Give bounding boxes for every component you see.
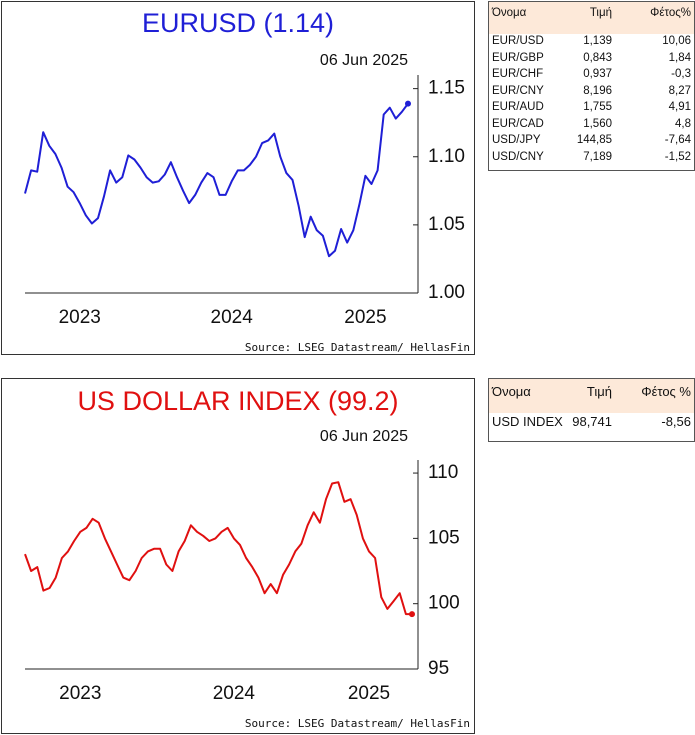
x-tick-label: 2024 xyxy=(211,307,254,328)
table-row: USD INDEX 98,741 -8,56 xyxy=(489,413,694,437)
chart-title: EURUSD (1.14) xyxy=(142,8,334,38)
table-cell: -0,3 xyxy=(671,68,691,80)
y-tick-label: 1.00 xyxy=(428,282,465,303)
table-cell: EUR/AUD xyxy=(492,101,544,113)
date-label: 06 Jun 2025 xyxy=(320,428,408,445)
table-cell: 8,196 xyxy=(583,84,612,97)
table-cell: -7,64 xyxy=(664,134,691,146)
header-cell: Φέτος% xyxy=(650,7,691,19)
table-cell: EUR/CNY xyxy=(492,84,544,97)
header-cell: Όνομα xyxy=(492,384,531,399)
x-tick-label: 2023 xyxy=(59,307,101,328)
data-table: Όνομα Τιμή Φέτος % USD INDEX 98,741 -8,56 xyxy=(488,378,695,442)
header-cell: Τιμή xyxy=(589,7,612,19)
x-tick-label: 2025 xyxy=(344,307,386,328)
table-cell: 1,84 xyxy=(668,51,691,64)
source-note: Source: LSEG Datastream/ HellasFin xyxy=(245,717,470,730)
table-cell: 0,843 xyxy=(583,51,612,64)
y-tick-label: 95 xyxy=(428,658,449,679)
data-table: Όνομα Τιμή Φέτος% EUR/USD 1,139 10,06 EUR/GBP 0… xyxy=(488,1,695,171)
line xyxy=(24,481,412,616)
table-cell: 8,27 xyxy=(668,84,691,97)
table-cell: 1,560 xyxy=(583,117,612,130)
table-cell: 0,937 xyxy=(583,68,612,80)
y-tick-label: 110 xyxy=(428,462,458,483)
line xyxy=(24,103,409,258)
source-note: Source: LSEG Datastream/ HellasFin xyxy=(245,341,470,354)
header-cell: Τιμή xyxy=(586,384,612,399)
table-cell: 144,85 xyxy=(576,134,612,146)
y-tick-label: 1.05 xyxy=(428,214,465,235)
chart-frame xyxy=(1,1,475,355)
table-cell: 4,91 xyxy=(668,101,691,113)
x-tick-label: 2023 xyxy=(59,683,101,704)
table-header: Όνομα Τιμή Φέτος% xyxy=(489,2,694,34)
table-header: Όνομα Τιμή Φέτος % xyxy=(489,379,694,413)
y-tick-label: 1.15 xyxy=(428,78,465,99)
table-cell: USD/CNY xyxy=(492,150,544,163)
table-row: EUR/CHF 0,937 -0,3 xyxy=(489,67,694,84)
x-tick-label: 2024 xyxy=(213,683,256,704)
x-tick-label: 2025 xyxy=(348,683,390,704)
table-row: EUR/USD 1,139 10,06 xyxy=(489,34,694,51)
table-row: EUR/GBP 0,843 1,84 xyxy=(489,51,694,68)
table-row: USD/CNY 7,189 -1,52 xyxy=(489,150,694,167)
table-cell: 98,741 xyxy=(572,414,612,429)
header-cell: Φέτος % xyxy=(641,384,691,399)
table-cell: -1,52 xyxy=(664,150,691,163)
table-cell: 4,8 xyxy=(675,117,691,130)
table-row: EUR/CNY 8,196 8,27 xyxy=(489,84,694,101)
chart-frame xyxy=(1,378,475,734)
table-cell: EUR/GBP xyxy=(492,51,544,64)
table-cell: 10,06 xyxy=(662,35,691,47)
table-cell: 1,755 xyxy=(583,101,612,113)
table-row: EUR/AUD 1,755 4,91 xyxy=(489,100,694,117)
chart-title: US DOLLAR INDEX (99.2) xyxy=(77,386,398,416)
table-cell: USD/JPY xyxy=(492,134,541,146)
table-cell: 7,189 xyxy=(583,150,612,163)
table-cell: EUR/CAD xyxy=(492,117,544,130)
table-cell: 1,139 xyxy=(583,35,612,47)
y-tick-label: 105 xyxy=(428,527,460,548)
table-cell: EUR/CHF xyxy=(492,68,544,80)
table-row: USD/JPY 144,85 -7,64 xyxy=(489,133,694,150)
table-cell: -8,56 xyxy=(661,414,691,429)
table-row: EUR/CAD 1,560 4,8 xyxy=(489,117,694,134)
y-tick-label: 1.10 xyxy=(428,146,465,167)
y-tick-label: 100 xyxy=(428,593,460,614)
last-point xyxy=(405,100,411,107)
table-cell: USD INDEX xyxy=(492,414,563,429)
table-cell: EUR/USD xyxy=(492,35,544,47)
last-point xyxy=(409,611,415,618)
header-cell: Όνομα xyxy=(492,7,527,19)
date-label: 06 Jun 2025 xyxy=(320,52,408,69)
